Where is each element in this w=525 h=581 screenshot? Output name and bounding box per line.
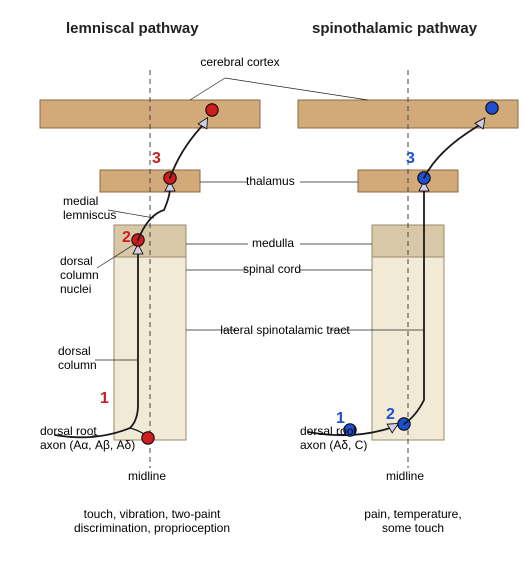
num-L1: 1 xyxy=(100,390,109,408)
lbl-cortex: cerebral cortex xyxy=(185,56,295,70)
lbl-lst: lateral spinotalamic tract xyxy=(210,324,360,338)
heading-left: lemniscal pathway xyxy=(66,20,199,37)
lbl-dc: dorsalcolumn xyxy=(58,345,97,373)
num-L2: 2 xyxy=(122,229,131,247)
lbl-funcR: pain, temperature,some touch xyxy=(338,508,488,536)
lbl-ml: mediallemniscus xyxy=(63,195,116,223)
lbl-drR: dorsal rootaxon (Aδ, C) xyxy=(300,425,400,453)
lbl-medulla: medulla xyxy=(252,237,294,251)
num-R1: 1 xyxy=(336,410,345,428)
lbl-thalamus: thalamus xyxy=(246,175,295,189)
lbl-funcL: touch, vibration, two-paintdiscriminatio… xyxy=(52,508,252,536)
lbl-spinal: spinal cord xyxy=(243,263,301,277)
heading-right: spinothalamic pathway xyxy=(312,20,477,37)
lbl-dcn: dorsalcolumnnuclei xyxy=(60,255,99,296)
num-L3: 3 xyxy=(152,150,161,168)
num-R2: 2 xyxy=(386,406,395,424)
num-R3: 3 xyxy=(406,150,415,168)
lbl-midL: midline xyxy=(128,470,166,484)
lbl-midR: midline xyxy=(386,470,424,484)
lbl-drL: dorsal rootaxon (Aα, Aβ, Aδ) xyxy=(40,425,150,453)
